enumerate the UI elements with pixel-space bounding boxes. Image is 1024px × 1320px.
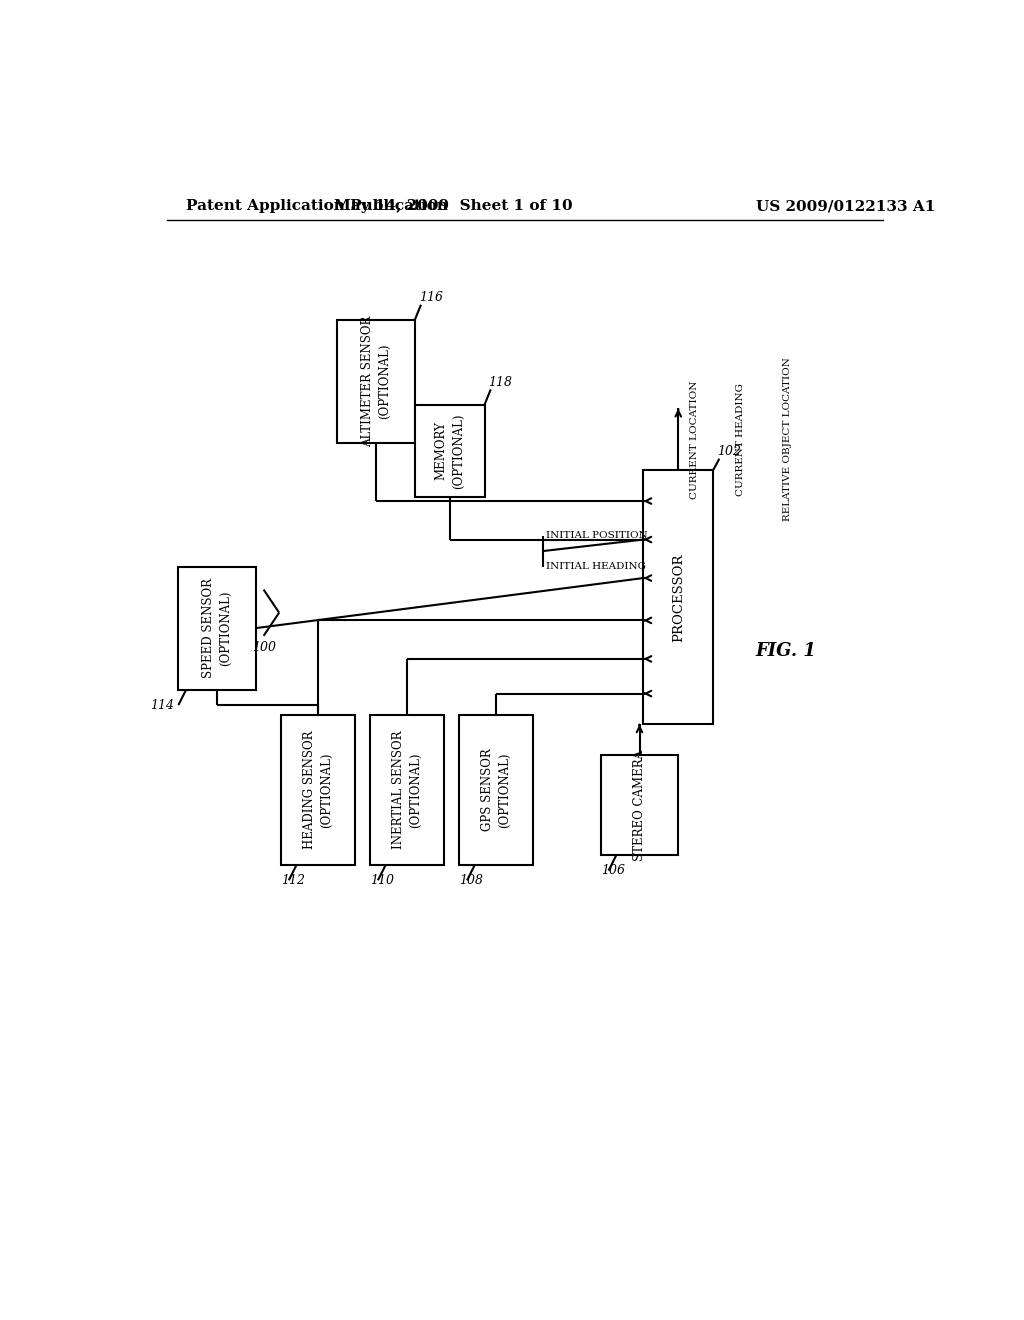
Text: 110: 110	[371, 874, 394, 887]
Text: RELATIVE OBJECT LOCATION: RELATIVE OBJECT LOCATION	[783, 358, 792, 521]
Text: INITIAL POSITION: INITIAL POSITION	[547, 531, 648, 540]
Text: SPEED SENSOR
(OPTIONAL): SPEED SENSOR (OPTIONAL)	[202, 578, 232, 678]
Text: 112: 112	[281, 874, 305, 887]
Text: GPS SENSOR
(OPTIONAL): GPS SENSOR (OPTIONAL)	[481, 748, 511, 832]
Text: 100: 100	[252, 642, 276, 655]
Text: CURRENT HEADING: CURRENT HEADING	[736, 383, 745, 496]
Text: INERTIAL SENSOR
(OPTIONAL): INERTIAL SENSOR (OPTIONAL)	[392, 730, 422, 849]
Bar	[337, 321, 415, 444]
Text: US 2009/0122133 A1: US 2009/0122133 A1	[756, 199, 935, 213]
Text: CURRENT LOCATION: CURRENT LOCATION	[690, 380, 698, 499]
Text: 116: 116	[419, 290, 442, 304]
Text: May 14, 2009  Sheet 1 of 10: May 14, 2009 Sheet 1 of 10	[334, 199, 572, 213]
Text: STEREO CAMERA: STEREO CAMERA	[633, 750, 646, 861]
Bar	[371, 714, 443, 865]
Text: 118: 118	[488, 376, 512, 388]
Text: 108: 108	[460, 874, 483, 887]
Text: PROCESSOR: PROCESSOR	[672, 553, 685, 642]
Text: Patent Application Publication: Patent Application Publication	[186, 199, 449, 213]
Bar	[415, 405, 484, 498]
Bar	[460, 714, 532, 865]
Text: FIG. 1: FIG. 1	[756, 643, 816, 660]
Bar	[178, 566, 256, 689]
Text: MEMORY
(OPTIONAL): MEMORY (OPTIONAL)	[434, 413, 465, 488]
Text: 114: 114	[151, 700, 174, 711]
Text: INITIAL HEADING: INITIAL HEADING	[547, 562, 646, 572]
Text: 102: 102	[717, 445, 741, 458]
Text: 106: 106	[601, 865, 625, 878]
Bar	[643, 470, 713, 725]
Text: HEADING SENSOR
(OPTIONAL): HEADING SENSOR (OPTIONAL)	[303, 730, 333, 849]
Bar	[601, 755, 678, 855]
Text: ALTIMETER SENSOR
(OPTIONAL): ALTIMETER SENSOR (OPTIONAL)	[361, 315, 391, 447]
Bar	[281, 714, 354, 865]
